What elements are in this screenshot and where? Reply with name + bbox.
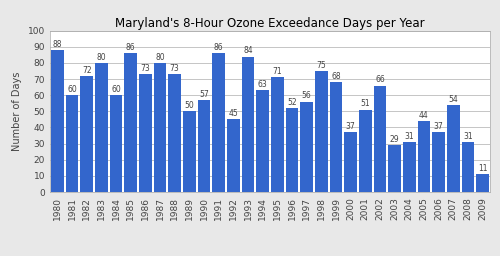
Text: 73: 73 (140, 64, 150, 73)
Text: 52: 52 (287, 98, 297, 107)
Text: 66: 66 (375, 75, 385, 84)
Text: 60: 60 (111, 85, 121, 94)
Text: 54: 54 (448, 95, 458, 104)
Bar (110, 95, 122, 192)
Bar (95, 63, 108, 192)
Text: 75: 75 (316, 61, 326, 70)
Bar (139, 74, 151, 192)
Text: 37: 37 (346, 122, 356, 131)
Bar (271, 78, 283, 192)
Text: 31: 31 (463, 132, 473, 141)
Text: 63: 63 (258, 80, 268, 89)
Bar (418, 121, 430, 192)
Bar (198, 100, 210, 192)
Y-axis label: Number of Days: Number of Days (12, 72, 22, 151)
Text: 60: 60 (67, 85, 77, 94)
Bar (168, 74, 181, 192)
Bar (374, 86, 386, 192)
Text: 11: 11 (478, 164, 488, 173)
Bar (256, 90, 269, 192)
Bar (66, 95, 78, 192)
Text: 57: 57 (199, 90, 209, 99)
Text: 71: 71 (272, 67, 282, 76)
Bar (359, 110, 372, 192)
Bar (242, 57, 254, 192)
Text: 86: 86 (214, 43, 224, 52)
Text: 37: 37 (434, 122, 444, 131)
Text: 72: 72 (82, 66, 92, 74)
Text: 84: 84 (243, 46, 253, 55)
Text: 68: 68 (331, 72, 341, 81)
Bar (286, 108, 298, 192)
Bar (80, 76, 93, 192)
Text: 44: 44 (419, 111, 429, 120)
Bar (212, 53, 225, 192)
Text: 29: 29 (390, 135, 400, 144)
Text: 80: 80 (96, 53, 106, 62)
Bar (315, 71, 328, 192)
Bar (300, 102, 313, 192)
Text: 51: 51 (360, 100, 370, 109)
Bar (432, 132, 445, 192)
Text: 86: 86 (126, 43, 136, 52)
Text: 45: 45 (228, 109, 238, 118)
Bar (51, 50, 64, 192)
Text: 80: 80 (155, 53, 165, 62)
Text: 50: 50 (184, 101, 194, 110)
Text: 73: 73 (170, 64, 179, 73)
Text: 88: 88 (52, 40, 62, 49)
Bar (227, 119, 239, 192)
Bar (447, 105, 460, 192)
Bar (388, 145, 401, 192)
Text: 56: 56 (302, 91, 312, 100)
Text: 31: 31 (404, 132, 414, 141)
Bar (403, 142, 415, 192)
Bar (344, 132, 357, 192)
Bar (183, 111, 196, 192)
Bar (154, 63, 166, 192)
Title: Maryland's 8-Hour Ozone Exceedance Days per Year: Maryland's 8-Hour Ozone Exceedance Days … (115, 17, 425, 29)
Bar (462, 142, 474, 192)
Bar (330, 82, 342, 192)
Bar (124, 53, 137, 192)
Bar (476, 174, 489, 192)
